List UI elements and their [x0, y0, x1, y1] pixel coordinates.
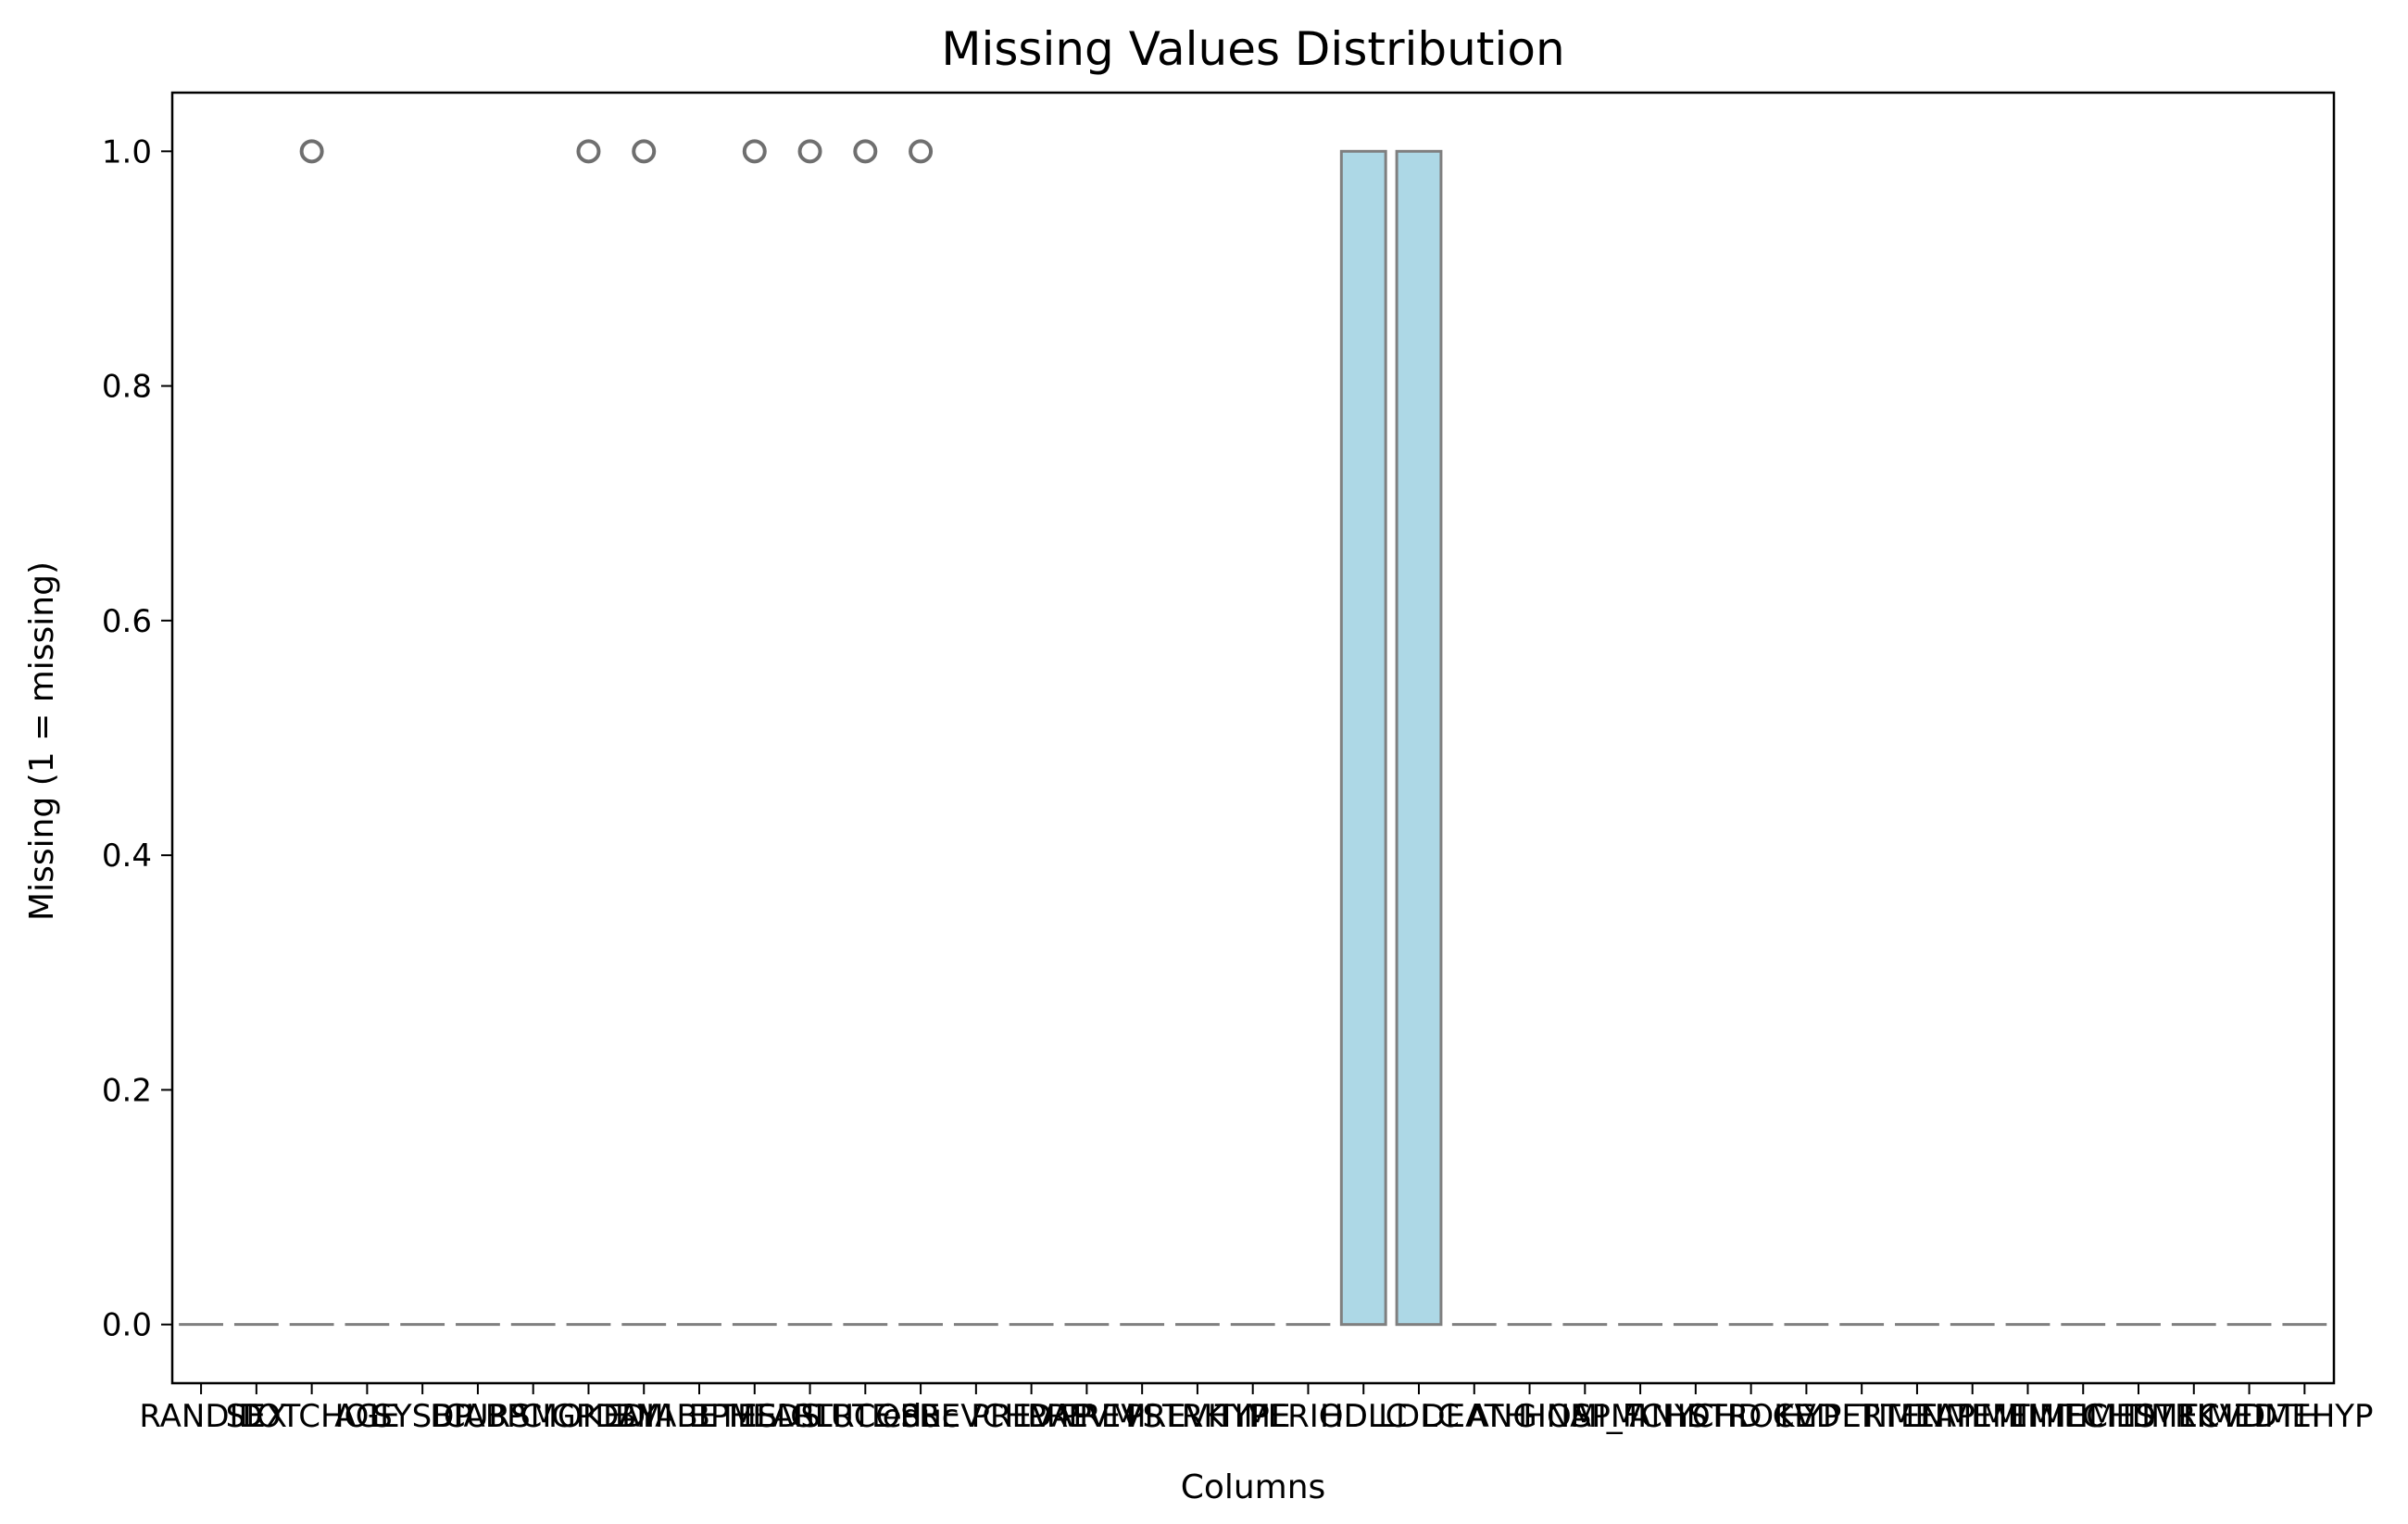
outlier-point	[742, 139, 767, 164]
x-tick-label: DIABP	[430, 1398, 525, 1435]
y-tick-label: 0.2	[102, 1072, 152, 1109]
chart-title: Missing Values Distribution	[941, 22, 1564, 76]
outlier-point	[576, 139, 601, 164]
box-CIGPDAY	[566, 139, 611, 1327]
x-tick-label: CIGPDAY	[520, 1398, 658, 1435]
x-axis: RANDIDSEXTOTCHOLAGESYSBPDIABPCURSMOKECIG…	[139, 1383, 2374, 1435]
y-axis-label: Missing (1 = missing)	[23, 561, 61, 921]
x-tick-label: RANDID	[139, 1398, 262, 1435]
x-tick-label: TIMECVD	[2121, 1398, 2265, 1435]
x-tick-label: MI_FCHD	[1570, 1398, 1710, 1435]
x-tick-label: PREVSTRK	[1060, 1398, 1226, 1435]
x-tick-label: BPMEDS	[689, 1398, 821, 1435]
x-tick-label: TIMEMI	[1915, 1398, 2028, 1435]
x-tick-label: DIABETES	[621, 1398, 777, 1435]
x-tick-label: TOTCHOL	[236, 1398, 386, 1435]
x-tick-label: BMI	[615, 1398, 673, 1435]
x-tick-label: DEATH	[1421, 1398, 1527, 1435]
y-tick-label: 0.8	[102, 369, 152, 406]
x-tick-label: TIMEMIFC	[1950, 1398, 2103, 1435]
box-body	[1339, 149, 1387, 1327]
x-tick-label: TIME	[1214, 1398, 1291, 1435]
box-LDLC	[1395, 149, 1443, 1327]
box-BPMEDS	[732, 139, 777, 1327]
box-GLUCOSE	[843, 139, 888, 1327]
boxes-layer	[179, 139, 2327, 1327]
box-educ	[898, 139, 943, 1327]
x-tick-label: TIMECHD	[2010, 1398, 2156, 1435]
x-tick-label: GLUCOSE	[790, 1398, 940, 1435]
x-tick-label: HYPERTEN	[1780, 1398, 1944, 1435]
x-tick-label: PERIOD	[1248, 1398, 1368, 1435]
outlier-point	[797, 139, 822, 164]
x-tick-label: CVD	[1773, 1398, 1840, 1435]
x-tick-label: HOSPMI	[1523, 1398, 1647, 1435]
x-tick-label: LDLC	[1378, 1398, 1460, 1435]
x-tick-label: SYSBP	[372, 1398, 472, 1435]
x-tick-label: AGE	[334, 1398, 400, 1435]
box-body	[1395, 149, 1443, 1327]
y-tick-label: 0.0	[102, 1307, 152, 1344]
x-tick-label: TIMEAP	[1858, 1398, 1975, 1435]
x-tick-label: PREVMI	[1027, 1398, 1146, 1435]
box-TOTCHOL	[289, 139, 334, 1327]
x-tick-label: STROKE	[1687, 1398, 1814, 1435]
x-tick-label: ANGINA	[1468, 1398, 1592, 1435]
x-tick-label: HEARTRTE	[729, 1398, 892, 1435]
outlier-point	[909, 139, 934, 164]
x-tick-label: PREVHYP	[1125, 1398, 1270, 1435]
outlier-point	[853, 139, 878, 164]
x-tick-label: PREVCHD	[900, 1398, 1052, 1435]
outlier-point	[299, 139, 324, 164]
y-tick-label: 0.6	[102, 603, 152, 640]
x-tick-label: ANYCHD	[1629, 1398, 1762, 1435]
x-tick-label: educ	[883, 1398, 959, 1435]
x-tick-label: PREVAP	[971, 1398, 1091, 1435]
y-tick-label: 0.4	[102, 838, 152, 875]
x-tick-label: CURSMOKE	[444, 1398, 623, 1435]
x-tick-label: HDLC	[1320, 1398, 1407, 1435]
box-HEARTRTE	[787, 139, 833, 1327]
y-tick-label: 1.0	[102, 133, 152, 170]
x-tick-label: TIMEDTH	[2176, 1398, 2320, 1435]
x-axis-label: Columns	[1181, 1468, 1326, 1506]
y-axis: 0.0 0.2 0.4 0.6 0.8 1.0	[102, 133, 172, 1344]
box-HDLC	[1339, 149, 1387, 1327]
x-tick-label: SEX	[226, 1398, 287, 1435]
outlier-point	[632, 139, 657, 164]
box-BMI	[621, 139, 667, 1327]
x-tick-label: TIMEHYP	[2235, 1398, 2373, 1435]
x-tick-label: TIMESTRK	[2059, 1398, 2219, 1435]
